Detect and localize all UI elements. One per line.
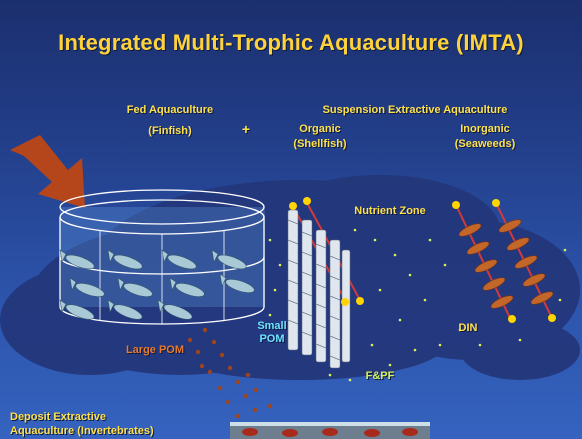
seaweed-lines xyxy=(452,199,556,323)
shellfish-lines xyxy=(287,197,364,369)
small-pom-label: Small POM xyxy=(252,320,292,346)
page-title: Integrated Multi-Trophic Aquaculture (IM… xyxy=(58,30,524,55)
nutrient-zone-cloud xyxy=(0,175,580,380)
fish xyxy=(169,277,205,297)
organic-label: Organic (Shellfish) xyxy=(280,122,360,152)
fed-label-line1: Fed Aquaculture xyxy=(126,104,214,116)
organic-line1: Organic xyxy=(299,123,341,135)
nutrient-particles xyxy=(268,228,567,382)
fish xyxy=(157,299,193,320)
inorganic-line1: Inorganic xyxy=(460,123,510,135)
nutrient-zone-label: Nutrient Zone xyxy=(354,205,426,217)
deposit-line2: Aquaculture (Invertebrates) xyxy=(10,425,154,437)
deposit-line1: Deposit Extractive xyxy=(10,411,106,423)
fed-aquaculture-label: Fed Aquaculture (Finfish) xyxy=(100,103,240,139)
fish xyxy=(59,299,95,320)
fish xyxy=(211,249,247,270)
fish-school xyxy=(59,249,255,320)
suspension-extractive-label: Suspension Extractive Aquaculture xyxy=(322,104,508,116)
fpf-label: F&PF xyxy=(365,370,395,382)
fish xyxy=(161,249,197,270)
fish xyxy=(59,249,95,270)
organic-line2: (Shellfish) xyxy=(293,138,347,150)
fish xyxy=(69,277,105,297)
fish xyxy=(117,277,153,297)
fed-label-line2: (Finfish) xyxy=(148,125,192,137)
fish xyxy=(107,299,143,320)
large-pom-label: Large POM xyxy=(125,344,185,356)
deposit-tray xyxy=(230,422,430,439)
plus-sign: + xyxy=(241,121,251,137)
small-pom-line1: Small xyxy=(257,320,287,332)
inorganic-line2: (Seaweeds) xyxy=(454,138,516,150)
fish xyxy=(219,273,255,293)
deposit-extractive-label: Deposit Extractive Aquaculture (Inverteb… xyxy=(10,410,210,438)
input-arrow xyxy=(10,135,85,208)
fish xyxy=(107,249,143,270)
small-pom-line2: POM xyxy=(259,333,285,345)
inorganic-label: Inorganic (Seaweeds) xyxy=(440,122,530,152)
din-label: DIN xyxy=(458,322,478,334)
